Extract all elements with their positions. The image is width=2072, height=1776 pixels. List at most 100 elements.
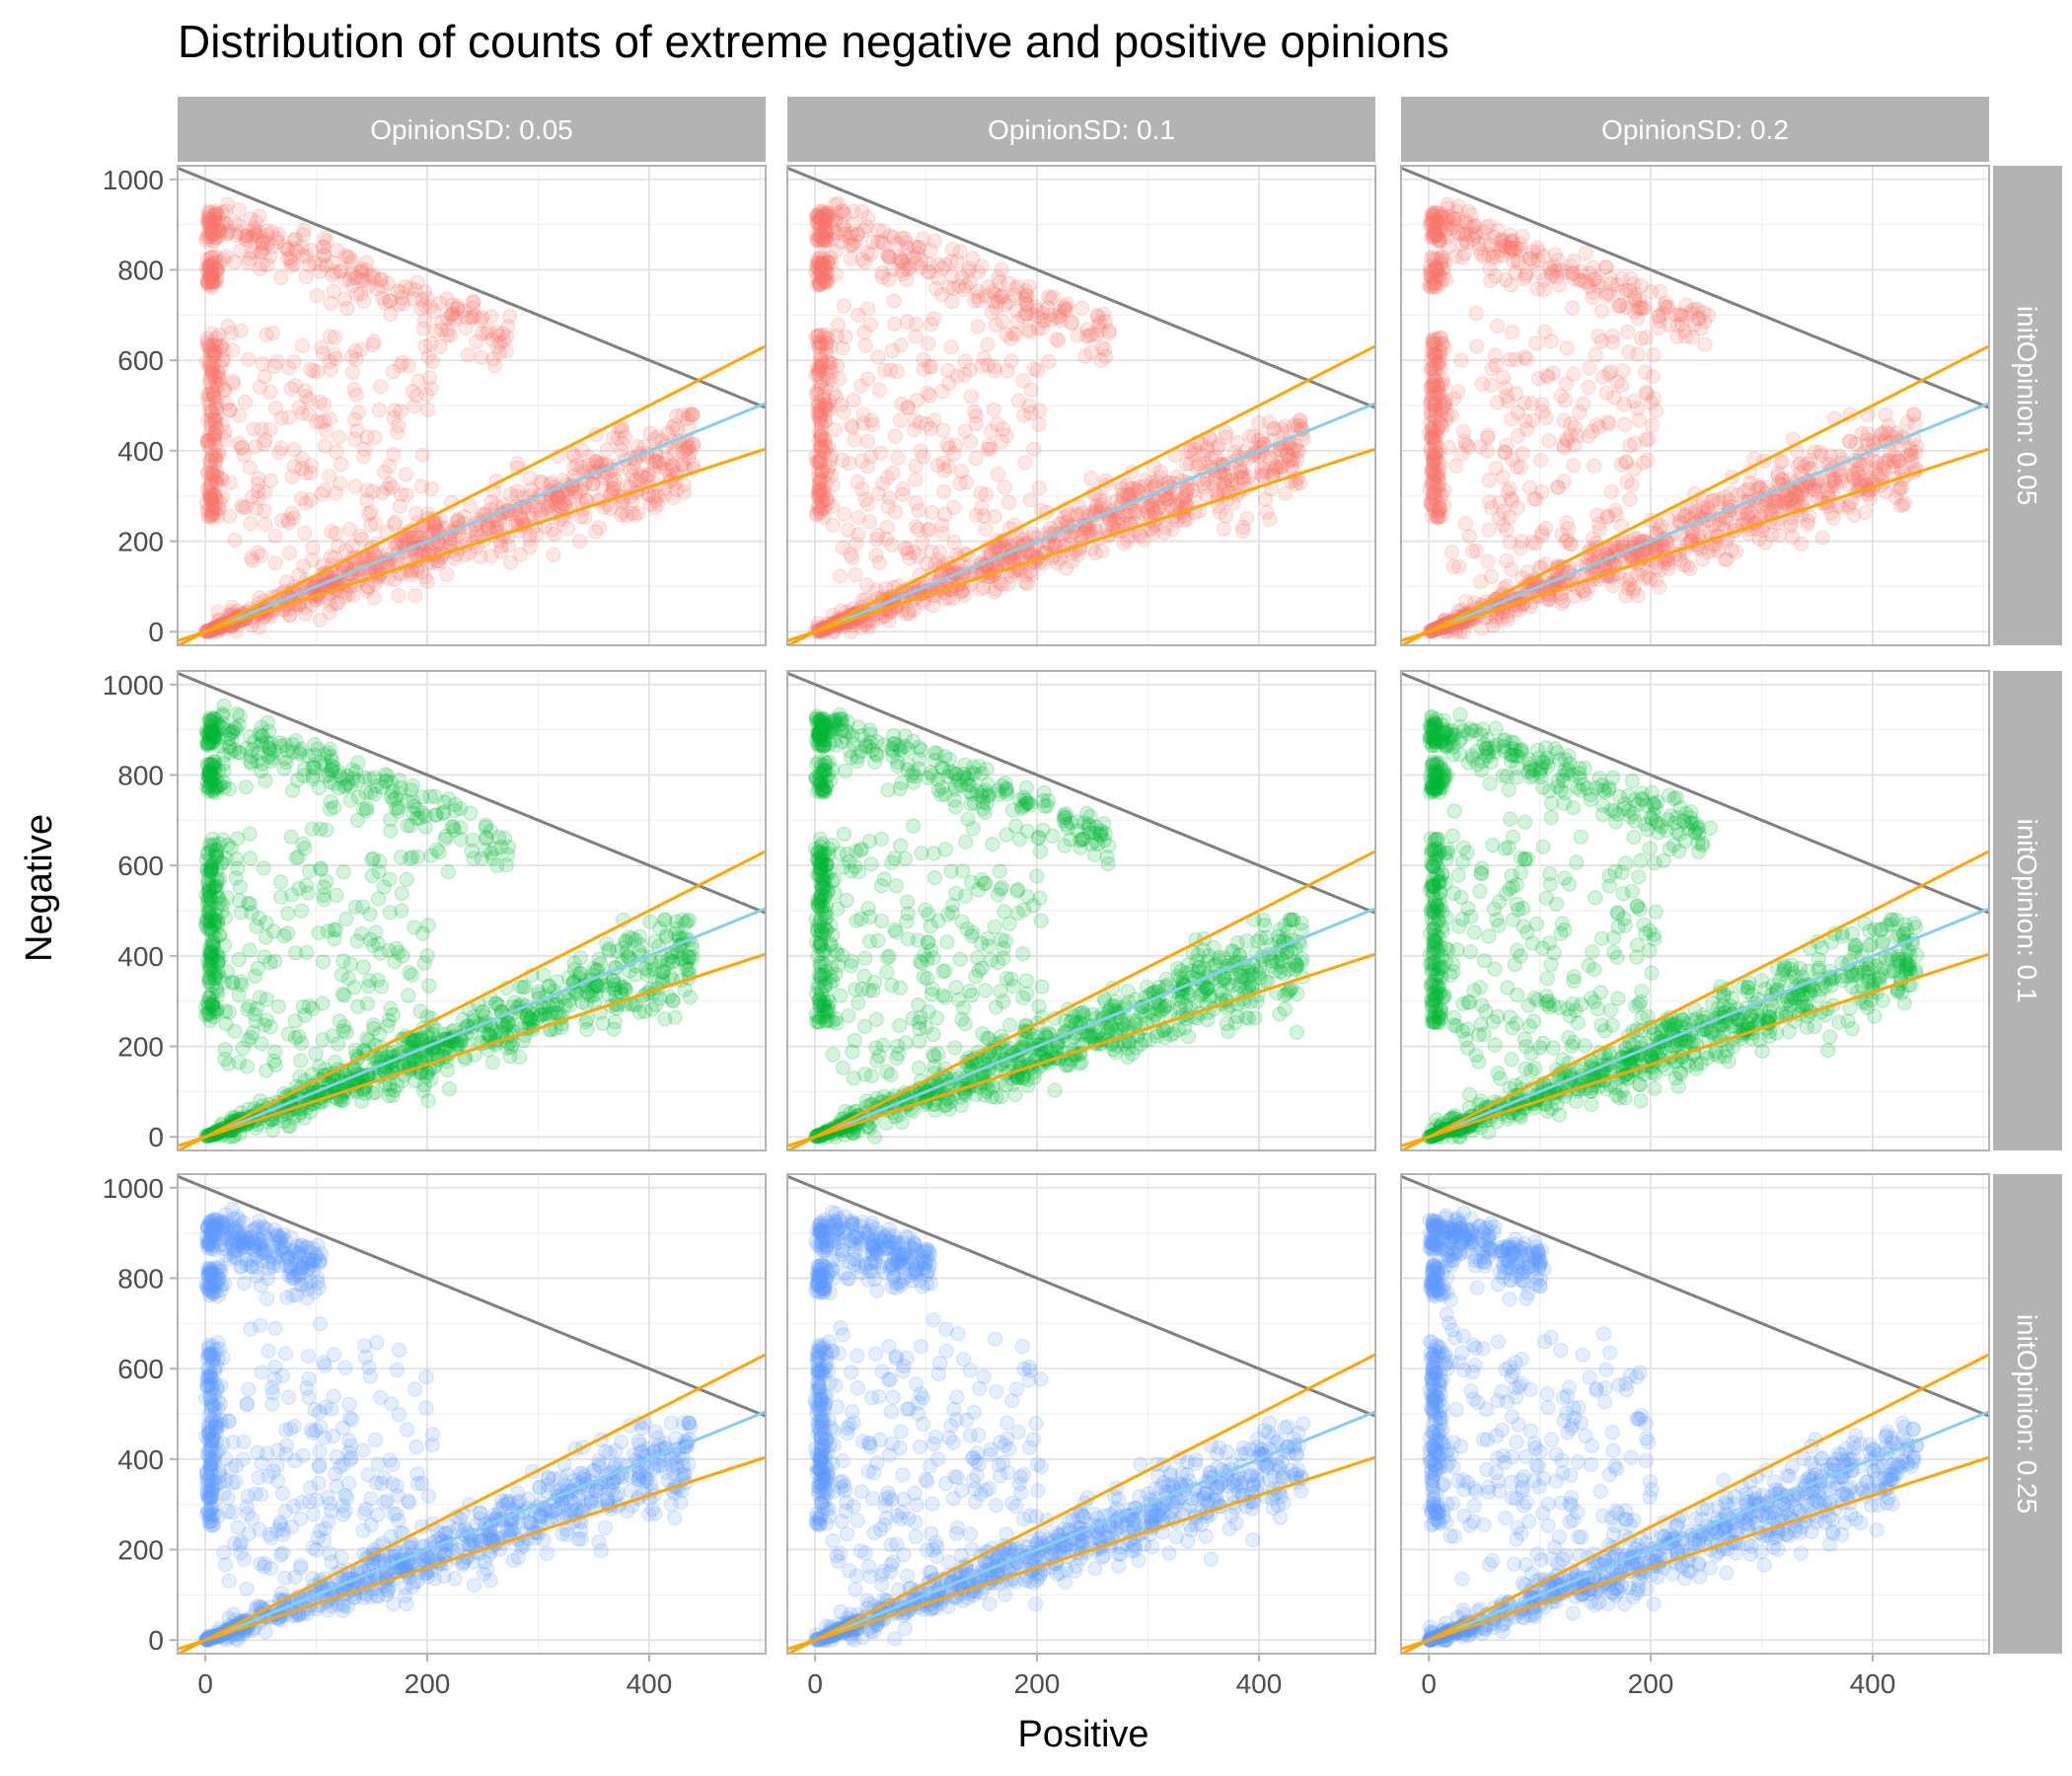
data-point	[999, 327, 1014, 342]
data-point	[1521, 480, 1538, 495]
data-point	[309, 413, 325, 429]
data-point	[1865, 453, 1881, 469]
data-point	[1658, 295, 1673, 311]
data-point	[303, 491, 319, 508]
data-point	[1875, 425, 1890, 441]
data-point	[1145, 497, 1160, 513]
data-point	[822, 360, 838, 376]
data-point	[580, 457, 597, 473]
data-point	[1018, 297, 1035, 313]
data-point	[1774, 454, 1791, 470]
data-point	[1630, 566, 1647, 582]
data-point	[429, 515, 445, 531]
data-point	[1869, 455, 1886, 471]
data-point	[492, 334, 508, 350]
data-point	[816, 388, 832, 405]
data-point	[811, 408, 827, 424]
data-point	[1425, 490, 1441, 506]
data-point	[916, 449, 931, 465]
data-point	[837, 221, 852, 237]
data-point	[929, 458, 946, 474]
data-point	[532, 474, 549, 489]
data-point	[228, 623, 244, 639]
data-point	[1578, 246, 1593, 261]
data-point	[956, 281, 972, 298]
data-point	[859, 617, 875, 632]
data-point	[1026, 361, 1042, 377]
data-point	[393, 404, 408, 419]
data-point	[1457, 232, 1473, 248]
reference-line-3	[178, 344, 766, 645]
data-point	[247, 227, 262, 243]
data-point	[214, 338, 230, 354]
data-point	[810, 366, 827, 382]
data-point	[210, 261, 226, 277]
data-point	[818, 274, 835, 290]
data-point	[1529, 240, 1546, 256]
data-point	[202, 259, 218, 274]
data-point	[1426, 346, 1443, 362]
data-point	[885, 261, 901, 277]
data-point	[829, 358, 846, 374]
data-point	[1286, 417, 1302, 433]
data-point	[817, 233, 834, 249]
data-point	[1278, 485, 1294, 501]
data-point	[1423, 380, 1439, 396]
data-point	[1490, 222, 1506, 238]
data-point	[208, 474, 224, 489]
data-point	[1032, 403, 1048, 418]
data-point	[1488, 461, 1504, 477]
data-point	[1010, 393, 1027, 408]
data-point	[915, 535, 930, 552]
data-point	[678, 441, 694, 457]
data-point	[434, 315, 450, 331]
data-point	[857, 491, 873, 507]
data-point	[819, 223, 836, 239]
data-point	[413, 301, 429, 317]
data-point	[232, 202, 248, 218]
data-point	[1478, 219, 1495, 235]
data-point	[647, 431, 663, 447]
data-point	[201, 962, 217, 978]
data-point	[811, 339, 828, 355]
data-point	[812, 440, 829, 456]
data-point	[1751, 531, 1767, 547]
data-point	[1272, 459, 1289, 475]
data-point	[816, 330, 832, 345]
data-point	[259, 223, 275, 239]
data-point	[1443, 407, 1459, 423]
data-point	[819, 205, 836, 221]
data-point	[1502, 244, 1518, 259]
data-point	[214, 472, 230, 487]
data-point	[1463, 227, 1479, 243]
data-point	[1005, 326, 1021, 341]
data-point	[645, 489, 662, 505]
data-point	[1422, 279, 1439, 295]
data-point	[1424, 441, 1440, 457]
data-point	[1444, 545, 1460, 560]
data-point	[1431, 503, 1446, 520]
data-point	[1262, 511, 1278, 528]
data-point	[1427, 221, 1443, 237]
data-point	[1892, 481, 1908, 496]
data-point	[203, 468, 219, 483]
data-point	[259, 235, 275, 252]
data-point	[628, 473, 643, 488]
data-point	[389, 537, 405, 553]
data-point	[1427, 275, 1443, 291]
data-point	[968, 507, 985, 524]
data-point	[363, 517, 379, 533]
data-point	[819, 255, 836, 270]
data-point	[1427, 431, 1443, 447]
data-point	[208, 375, 224, 391]
data-point	[317, 230, 333, 246]
data-point	[814, 357, 830, 373]
data-point	[206, 213, 222, 229]
data-point	[1074, 505, 1090, 521]
data-point	[1554, 595, 1570, 612]
data-point	[811, 455, 827, 471]
data-point	[1522, 252, 1538, 267]
data-point	[929, 270, 946, 286]
data-point	[218, 216, 234, 232]
data-point	[1655, 305, 1671, 322]
